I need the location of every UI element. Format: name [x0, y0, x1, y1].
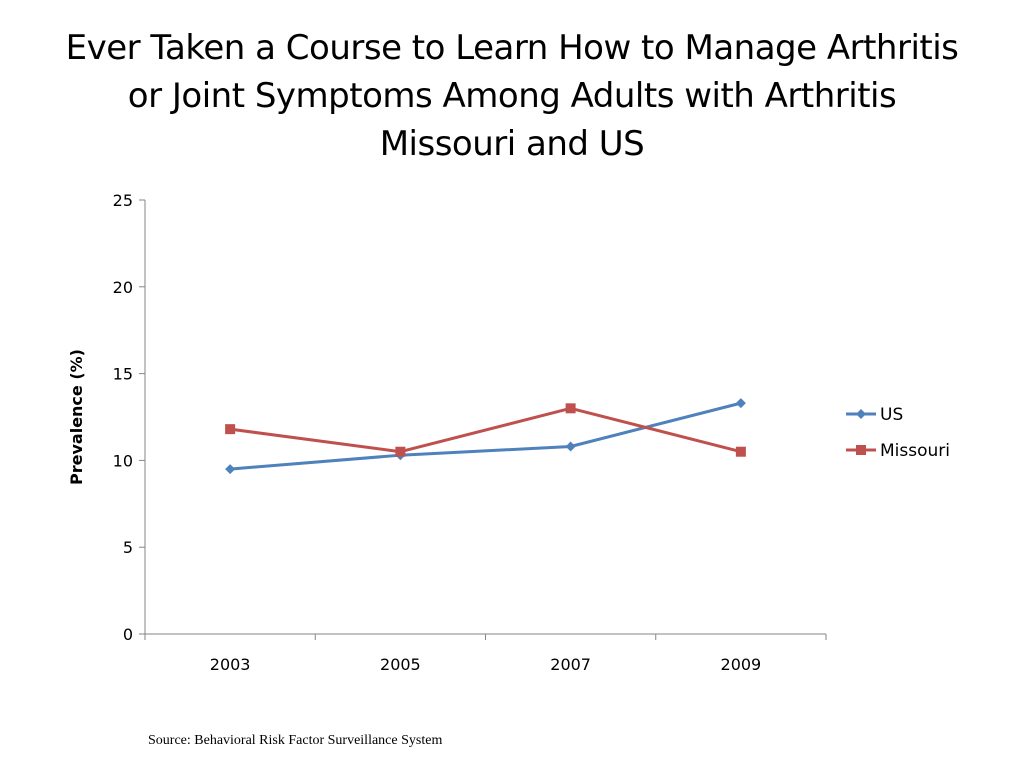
data-point-missouri: [565, 403, 576, 414]
data-point-missouri: [735, 446, 746, 457]
legend-label: US: [880, 405, 903, 425]
data-point-missouri: [395, 446, 406, 457]
y-tick-label: 5: [123, 538, 133, 557]
data-point-us: [565, 441, 576, 452]
series-line-missouri: [229, 406, 742, 454]
legend-item-us: US: [846, 405, 903, 425]
x-tick-label: 2009: [721, 655, 762, 674]
legend-label: Missouri: [880, 441, 950, 461]
data-point-us: [735, 398, 746, 409]
data-point-us: [225, 464, 236, 475]
legend-marker: [856, 409, 866, 419]
data-point-missouri: [225, 424, 236, 435]
y-tick-label: 10: [113, 451, 133, 470]
x-axis-ticks: 2003 2005 2007 2009: [144, 634, 827, 674]
legend-marker: [856, 445, 866, 455]
series-missouri: [225, 403, 746, 457]
y-axis-ticks: 0 5 10 15 20 25: [113, 191, 145, 644]
y-tick-label: 25: [113, 191, 133, 210]
x-tick-label: 2003: [210, 655, 251, 674]
series-us: [225, 398, 746, 475]
chart-title-line-3: Missouri and US: [379, 124, 645, 164]
y-tick-label: 15: [113, 365, 133, 384]
y-tick-label: 20: [113, 278, 133, 297]
legend-item-missouri: Missouri: [846, 441, 950, 461]
chart-title-line-1: Ever Taken a Course to Learn How to Mana…: [65, 28, 959, 68]
chart-title: Ever Taken a Course to Learn How to Mana…: [0, 24, 1024, 168]
x-tick-label: 2007: [550, 655, 591, 674]
y-axis-title: Prevalence (%): [67, 349, 86, 485]
series-line-us: [230, 401, 742, 471]
legend: US Missouri: [846, 405, 950, 461]
series-layer: [225, 398, 746, 475]
chart-title-line-2: or Joint Symptoms Among Adults with Arth…: [127, 76, 897, 116]
y-tick-label: 0: [123, 625, 133, 644]
x-tick-label: 2005: [380, 655, 421, 674]
source-note: Source: Behavioral Risk Factor Surveilla…: [148, 733, 443, 748]
